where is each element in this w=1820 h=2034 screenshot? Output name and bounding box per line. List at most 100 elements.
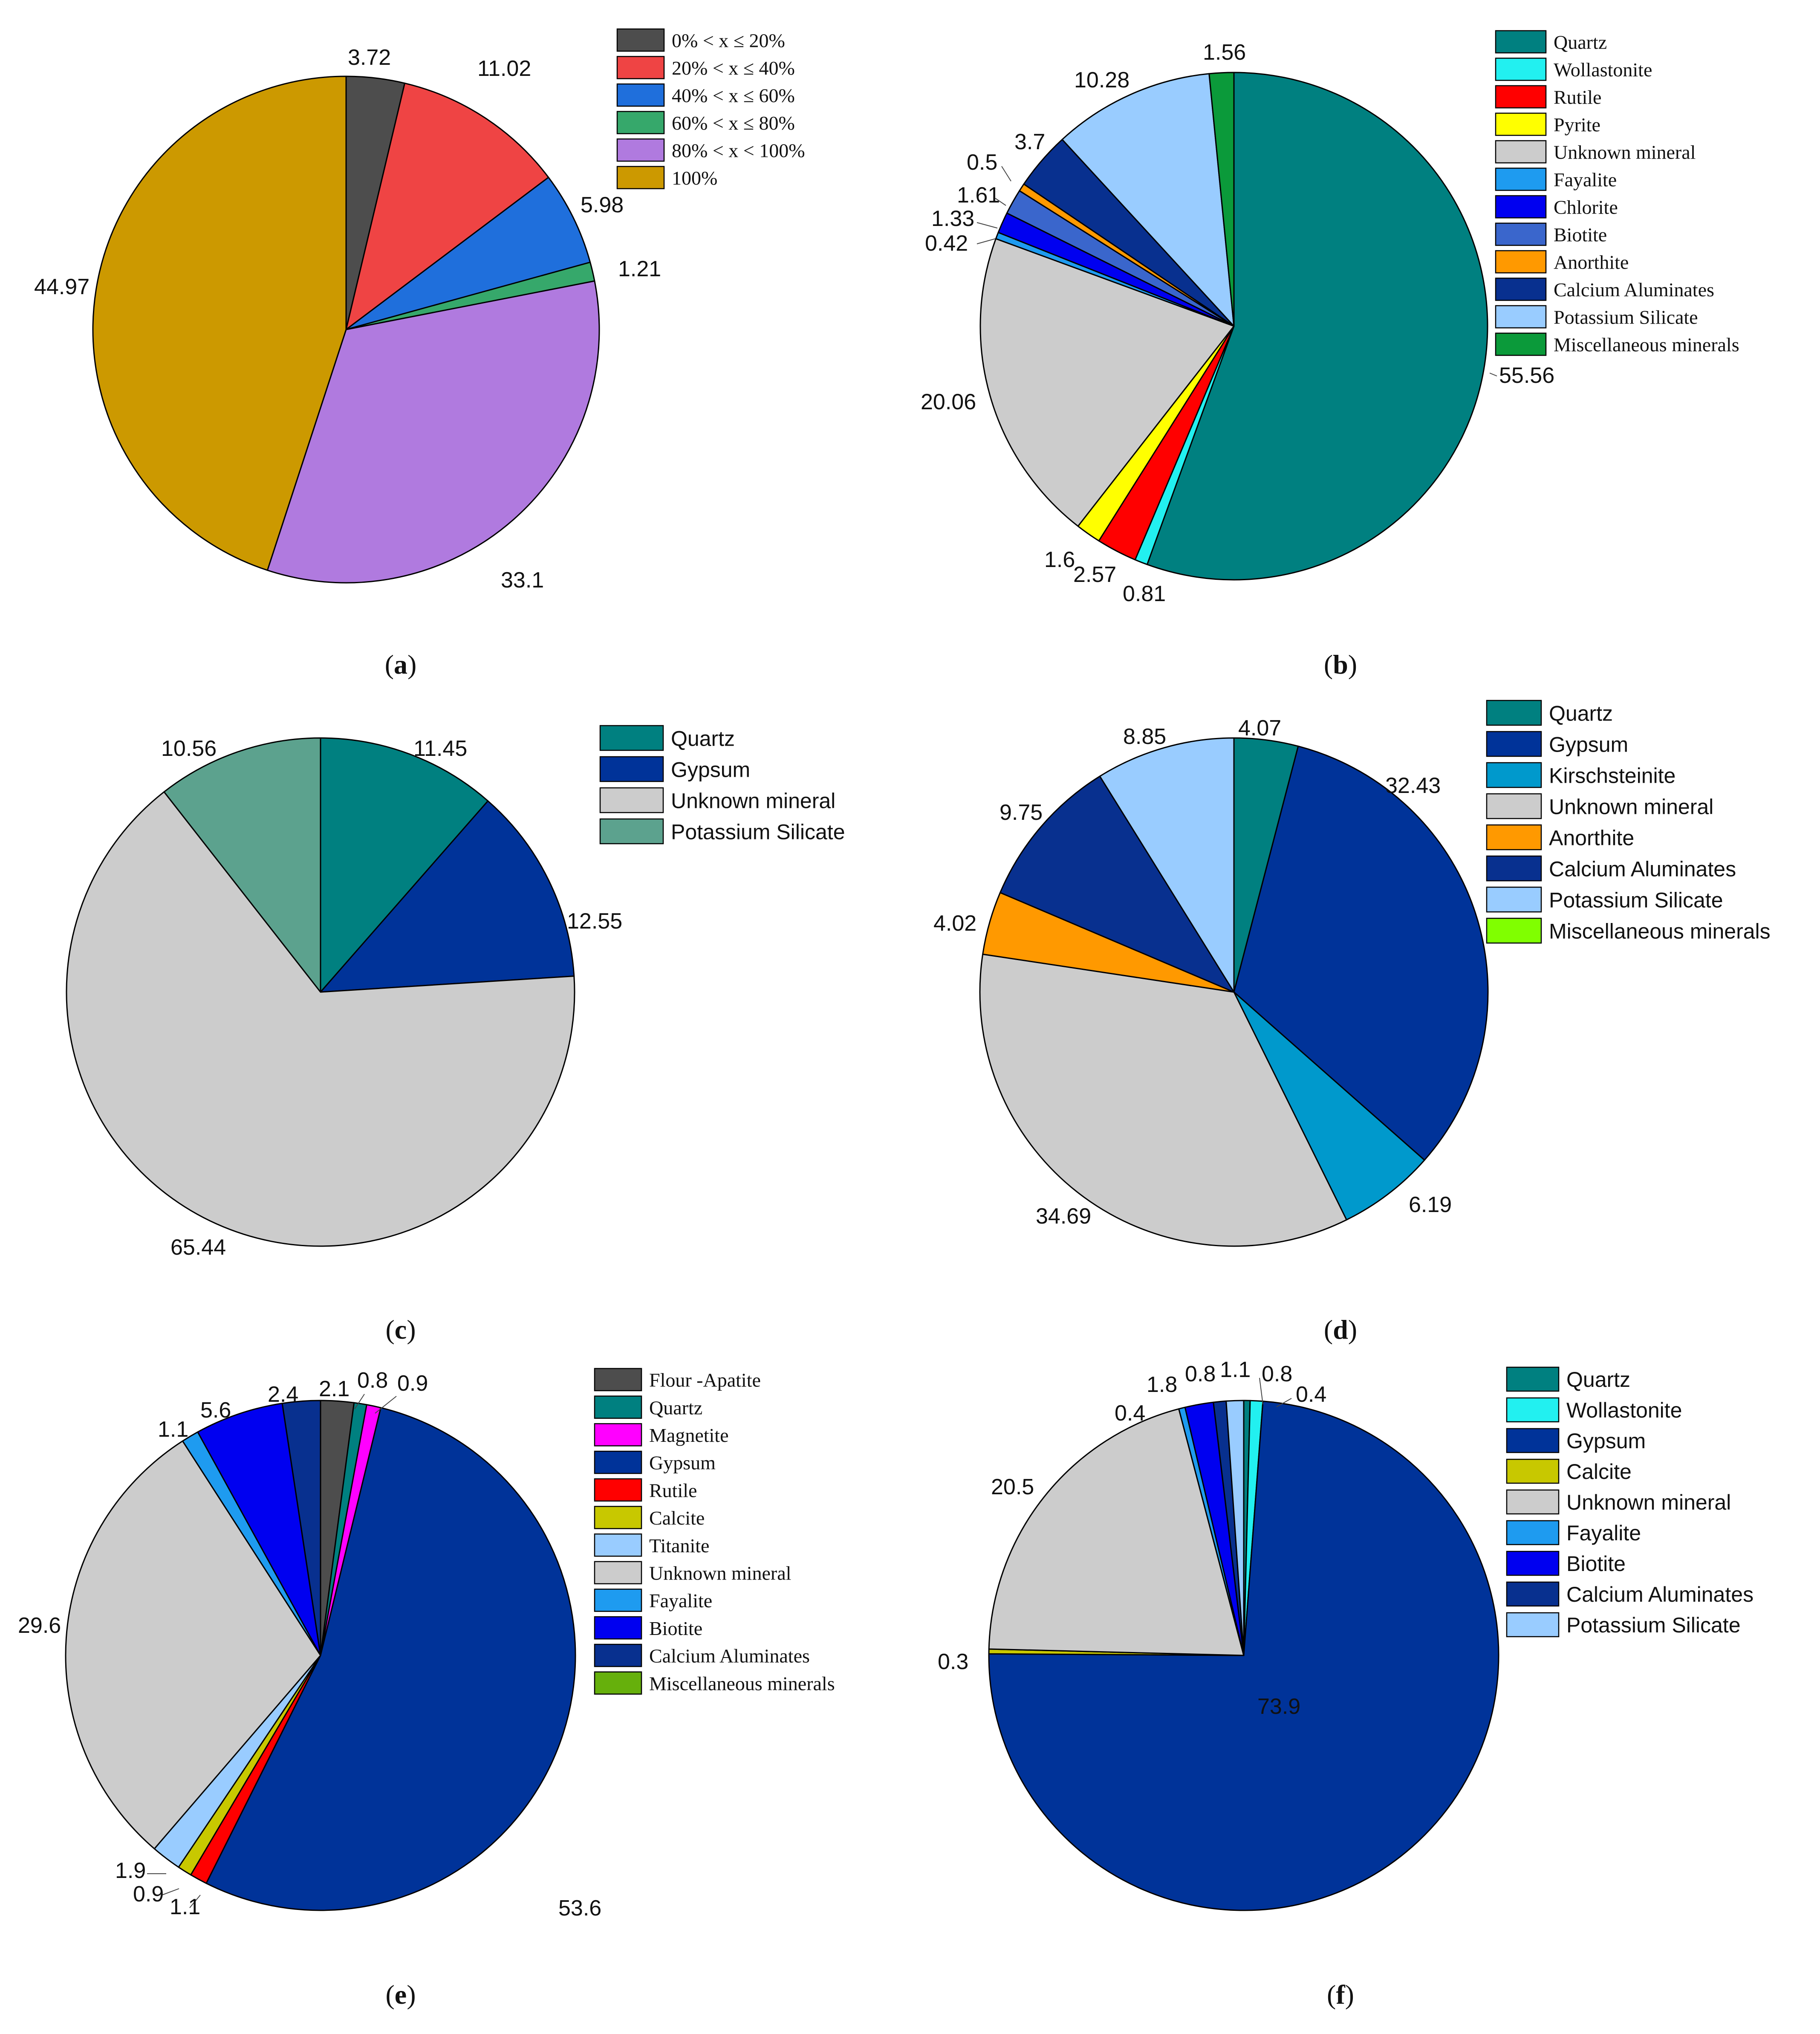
legend-f-entry-label: Wollastonite <box>1566 1398 1682 1422</box>
pie-f-data-label: 73.9 <box>1257 1694 1300 1719</box>
pie-c-data-label: 10.56 <box>161 736 217 761</box>
pie-a-data-label: 33.1 <box>501 568 544 593</box>
pie-e-leader-line <box>189 1895 201 1908</box>
legend-b-entry-label: Chlorite <box>1554 197 1618 218</box>
pie-d-data-label: 4.02 <box>933 911 976 936</box>
pie-d-slice-kirschsteinite <box>1233 991 1425 1221</box>
pie-a-data-label: 44.97 <box>34 275 90 299</box>
pie-d-data-label: 8.85 <box>1123 724 1166 749</box>
pie-b-slice-quartz <box>1146 72 1488 581</box>
legend-b-entry-label: Quartz <box>1554 32 1607 53</box>
pie-b-leader-line <box>995 198 1006 206</box>
pie-e-slice-biotite <box>197 1403 321 1656</box>
panel-caption-c: (c) <box>385 1314 416 1345</box>
pie-a-data-label: 1.21 <box>618 257 661 281</box>
pie-chart-b: 55.56 0.81 2.571.6 20.06 0.421.331.61 0.5 3.7 1… <box>921 30 1739 680</box>
pie-e-leader-line <box>354 1394 365 1409</box>
legend-d-swatch <box>1486 793 1542 819</box>
legend-b-entry-label: Pyrite <box>1554 114 1600 136</box>
panel-caption-letter: e <box>395 1979 407 2010</box>
pie-b-data-label: 0.81 <box>1123 582 1166 606</box>
legend-b-swatch <box>1495 195 1547 219</box>
pie-a-slice-20-x-40 <box>345 82 549 330</box>
legend-f-entry-label: Gypsum <box>1566 1429 1646 1453</box>
pie-e-slice-gypsum <box>205 1407 576 1911</box>
legend-e-swatch <box>594 1561 642 1585</box>
pie-a-slice-100 <box>92 75 347 571</box>
pie-a-slice-80-x-100 <box>266 280 600 584</box>
legend-e-swatch <box>594 1616 642 1640</box>
legend-c-swatch <box>599 756 664 782</box>
panel-caption-letter: a <box>394 649 407 680</box>
pie-c-data-label: 12.55 <box>567 909 622 934</box>
panel-caption-f: (f) <box>1327 1979 1354 2010</box>
legend-b-swatch <box>1495 113 1547 136</box>
legend-d-swatch <box>1486 762 1542 788</box>
pie-d-slice-potassium-silicate <box>1099 737 1235 993</box>
legend-e-entry-label: Calcite <box>649 1507 705 1529</box>
legend-c-entry-label: Unknown mineral <box>671 789 835 813</box>
legend-d-entry-label: Unknown mineral <box>1549 795 1713 819</box>
legend-a-entry-label: 40% < x ≤ 60% <box>672 85 795 107</box>
pie-c-data-label: 65.44 <box>170 1235 226 1260</box>
legend-a-entry-label: 60% < x ≤ 80% <box>672 112 795 134</box>
pie-a-data-label: 11.02 <box>477 56 531 81</box>
legend-b-swatch <box>1495 85 1547 109</box>
legend-b-entry-label: Potassium Silicate <box>1554 307 1698 328</box>
legend-e-swatch <box>594 1450 642 1474</box>
pie-d-slice-calcium-aluminates <box>1000 775 1235 993</box>
pie-f-data-label: 0.3 <box>938 1649 968 1674</box>
legend-e-entry-label: Calcium Aluminates <box>649 1645 810 1667</box>
legend-c-swatch <box>599 725 664 751</box>
legend-f-swatch <box>1506 1612 1560 1638</box>
pie-b-data-label: 10.28 <box>1074 68 1130 93</box>
pie-f-slice-potassium-silicate <box>1225 1400 1245 1656</box>
pie-f-data-label: 20.5 <box>991 1475 1034 1499</box>
legend-f-swatch <box>1506 1489 1560 1515</box>
legend-b-swatch <box>1495 58 1547 81</box>
panel-caption-e: (e) <box>385 1979 416 2010</box>
legend-b-entry-label: Rutile <box>1554 87 1601 108</box>
legend-e-entry-label: Biotite <box>649 1617 702 1639</box>
legend-b-swatch <box>1495 250 1547 274</box>
legend-a-entry-label: 100% <box>672 167 717 189</box>
legend-a-entry-label: 20% < x ≤ 40% <box>672 57 795 79</box>
legend-e-swatch <box>594 1368 642 1392</box>
legend-f-swatch <box>1506 1428 1560 1453</box>
pie-e-data-label: 0.9 <box>133 1882 164 1907</box>
legend-d-swatch <box>1486 886 1542 913</box>
legend-d-entry-label: Calcium Aluminates <box>1549 857 1736 881</box>
pie-d-slice-unknown-mineral <box>979 953 1347 1247</box>
legend-f-swatch <box>1506 1551 1560 1576</box>
pie-f-leader-line <box>1276 1398 1292 1407</box>
pie-f-leader-line <box>1259 1377 1263 1405</box>
pie-e-leader-line <box>162 1888 179 1895</box>
pie-e-data-label: 2.1 <box>319 1377 350 1401</box>
pie-f-slice-unknown-mineral <box>988 1408 1245 1656</box>
panel-caption-letter: d <box>1333 1314 1348 1345</box>
legend-f-entry-label: Potassium Silicate <box>1566 1613 1741 1637</box>
pie-e-data-label: 1.9 <box>115 1858 146 1883</box>
pie-f-data-label: 0.4 <box>1115 1401 1145 1426</box>
pie-d-slice-gypsum <box>1233 745 1489 1161</box>
pie-d-data-label: 9.75 <box>1000 800 1043 825</box>
legend-d-swatch <box>1486 824 1542 851</box>
pie-f-data-label: 1.1 <box>1220 1357 1251 1382</box>
legend-e-entry-label: Gypsum <box>649 1452 716 1474</box>
legend-f-swatch <box>1506 1366 1560 1392</box>
pie-b-data-label: 0.42 <box>925 231 968 256</box>
legend-c-entry-label: Quartz <box>671 727 735 751</box>
legend-b: Quartz Wollastonite Rutile Pyrite Unknown mi… <box>1495 30 1739 356</box>
legend-d-swatch <box>1486 731 1542 757</box>
pie-b-data-label: 55.56 <box>1499 363 1554 388</box>
legend-d-entry-label: Kirschsteinite <box>1549 764 1676 788</box>
panel-caption-letter: b <box>1333 649 1348 680</box>
pie-chart-c: 11.45 12.55 65.44 10.56 Quartz Gypsum Unknown … <box>66 725 845 1345</box>
legend-d-entry-label: Potassium Silicate <box>1549 888 1723 912</box>
legend-e-swatch <box>594 1643 642 1667</box>
legend-a-swatch <box>616 111 665 134</box>
pie-chart-e: 2.1 0.8 0.953.61.10.91.929.61.15.62.4Flour… <box>18 1368 835 2010</box>
legend-a-swatch <box>616 166 665 189</box>
legend-f: Quartz Wollastonite Gypsum Calcite Unknown m… <box>1506 1366 1754 1638</box>
